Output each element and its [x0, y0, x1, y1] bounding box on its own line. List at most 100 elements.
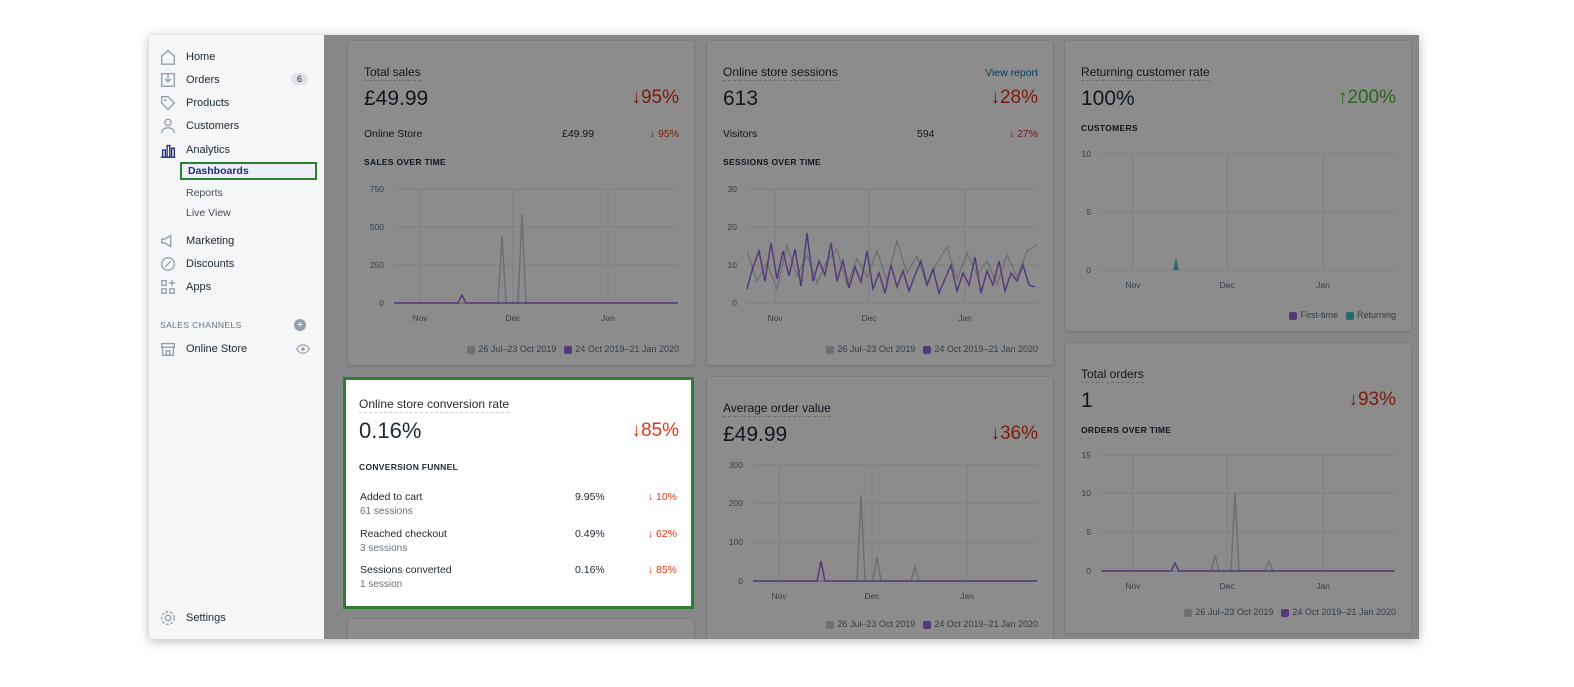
funnel-row-delta: ↓ 85%	[647, 564, 677, 576]
sidebar-item-marketing[interactable]: Marketing	[159, 230, 314, 252]
sidebar-item-customers[interactable]: Customers	[159, 115, 314, 137]
add-channel-icon[interactable]: +	[294, 319, 306, 331]
card-value: 613	[723, 87, 759, 110]
y-tick: 500	[370, 222, 384, 232]
x-tick: Jan	[1316, 280, 1330, 290]
funnel-row-pct: 0.49%	[575, 528, 605, 540]
y-tick: 250	[370, 260, 384, 270]
legend-item: 26 Jul–23 Oct 2019	[1195, 607, 1274, 617]
row-delta: ↓ 95%	[649, 128, 679, 140]
x-tick: Jan	[601, 313, 615, 321]
x-tick: Nov	[771, 591, 787, 601]
sidebar-subitem-dashboards[interactable]: Dashboards	[180, 162, 317, 180]
sidebar-item-products[interactable]: Products	[159, 92, 314, 114]
sales-chart: 750 500 250 0 Nov Dec Jan	[370, 184, 678, 321]
previous-series	[746, 238, 1038, 292]
card-title[interactable]: Total sales	[364, 65, 421, 81]
tag-icon	[159, 94, 177, 112]
legend-item: 24 Oct 2019–21 Jan 2020	[1292, 607, 1396, 617]
view-report-link[interactable]: View report	[985, 67, 1038, 79]
sidebar-item-apps[interactable]: Apps	[159, 276, 314, 298]
section-label: CUSTOMERS	[1081, 123, 1138, 133]
x-tick: Jan	[958, 313, 972, 321]
orders-chart: 15 10 5 0 Nov Dec Jan	[1082, 450, 1395, 591]
x-tick: Dec	[505, 313, 521, 321]
sidebar-item-analytics[interactable]: Analytics	[159, 139, 314, 161]
legend-item: 26 Jul–23 Oct 2019	[837, 619, 916, 629]
sidebar-item-label: Online Store	[186, 343, 248, 355]
chart-legend: 26 Jul–23 Oct 2019 24 Oct 2019–21 Jan 20…	[826, 619, 1038, 629]
legend-item: 26 Jul–23 Oct 2019	[478, 344, 557, 354]
row-value: £49.99	[562, 128, 595, 140]
chart-legend: First-time Returning	[1289, 310, 1396, 320]
sidebar-item-label: Settings	[186, 612, 226, 624]
sidebar-item-label: Marketing	[186, 235, 235, 247]
sidebar-subitem-reports[interactable]: Reports	[186, 187, 223, 199]
sidebar-subitem-live-view[interactable]: Live View	[186, 207, 231, 219]
sales-channels-title: SALES CHANNELS	[160, 320, 242, 330]
y-tick: 5	[1086, 527, 1091, 537]
row-label: Online Store	[364, 128, 423, 140]
funnel-row-delta: ↓ 62%	[647, 528, 677, 540]
home-icon	[159, 48, 177, 66]
funnel-row-pct: 0.16%	[575, 564, 605, 576]
sidebar-item-label: Customers	[186, 120, 240, 132]
legend-item: 24 Oct 2019–21 Jan 2020	[934, 619, 1038, 629]
funnel-row-label: Added to cart	[360, 491, 423, 503]
row-label: Visitors	[723, 128, 758, 140]
funnel-row-delta: ↓ 10%	[647, 491, 677, 503]
conversion-rate-card[interactable]: Online store conversion rate 0.16% ↓85% …	[343, 377, 694, 609]
card-delta: ↑200%	[1337, 87, 1396, 108]
sidebar-item-discounts[interactable]: Discounts	[159, 253, 314, 275]
card-title[interactable]: Returning customer rate	[1081, 65, 1210, 81]
bar-chart-icon	[159, 141, 177, 159]
chart-legend: 26 Jul–23 Oct 2019 24 Oct 2019–21 Jan 20…	[1184, 607, 1396, 617]
legend-item: 26 Jul–23 Oct 2019	[837, 344, 916, 354]
card-title[interactable]: Online store conversion rate	[359, 397, 510, 413]
sidebar-item-label: Products	[186, 97, 230, 109]
x-tick: Dec	[861, 313, 877, 321]
funnel-row-sub: 61 sessions	[360, 506, 413, 517]
sidebar: Home Orders 6 Products Customers Analyti…	[149, 35, 325, 639]
card-title[interactable]: Total orders	[1081, 367, 1144, 383]
card-delta: ↓95%	[631, 87, 679, 108]
sidebar-item-online-store[interactable]: Online Store	[159, 338, 314, 360]
x-tick: Dec	[864, 591, 880, 601]
sidebar-item-settings[interactable]: Settings	[159, 607, 314, 629]
y-tick: 0	[1086, 566, 1091, 576]
sidebar-item-orders[interactable]: Orders 6	[159, 69, 314, 91]
current-series	[753, 560, 1037, 582]
legend-item: 24 Oct 2019–21 Jan 2020	[934, 344, 1038, 354]
sidebar-item-label: Orders	[186, 74, 220, 86]
x-tick: Nov	[1125, 581, 1141, 591]
sidebar-item-label: Analytics	[186, 144, 231, 156]
eye-icon[interactable]	[296, 342, 310, 361]
y-tick: 0	[1086, 265, 1091, 275]
total-orders-card: Total orders 1 ↓93% ORDERS OVER TIME 15 …	[1065, 343, 1411, 633]
row-value: 594	[917, 128, 935, 140]
average-order-value-card: Average order value £49.99 ↓36% 300 200 …	[707, 377, 1053, 639]
funnel-row-label: Reached checkout	[360, 528, 447, 540]
sidebar-item-home[interactable]: Home	[159, 46, 314, 68]
sessions-chart: 30 20 10 0 Nov Dec Jan	[728, 184, 1038, 321]
customers-chart: 10 5 0 Nov Dec Jan	[1082, 149, 1395, 290]
x-tick: Nov	[412, 313, 428, 321]
person-icon	[159, 117, 177, 135]
card-value: £49.99	[364, 87, 429, 110]
card-value: 0.16%	[359, 418, 422, 443]
funnel-row-sub: 1 session	[360, 579, 403, 590]
section-label: SESSIONS OVER TIME	[723, 157, 821, 167]
x-tick: Jan	[960, 591, 974, 601]
card-title[interactable]: Average order value	[723, 401, 831, 417]
funnel-row-pct: 9.95%	[575, 491, 605, 503]
sidebar-item-label: Apps	[186, 281, 212, 293]
section-label: CONVERSION FUNNEL	[359, 462, 459, 472]
previous-series	[753, 494, 1037, 582]
y-tick: 0	[738, 576, 743, 586]
legend-item: 24 Oct 2019–21 Jan 2020	[575, 344, 679, 354]
y-tick: 30	[728, 184, 738, 194]
discount-icon	[159, 255, 177, 273]
y-tick: 200	[729, 498, 743, 508]
y-tick: 10	[1082, 488, 1092, 498]
card-title[interactable]: Online store sessions	[723, 65, 838, 81]
